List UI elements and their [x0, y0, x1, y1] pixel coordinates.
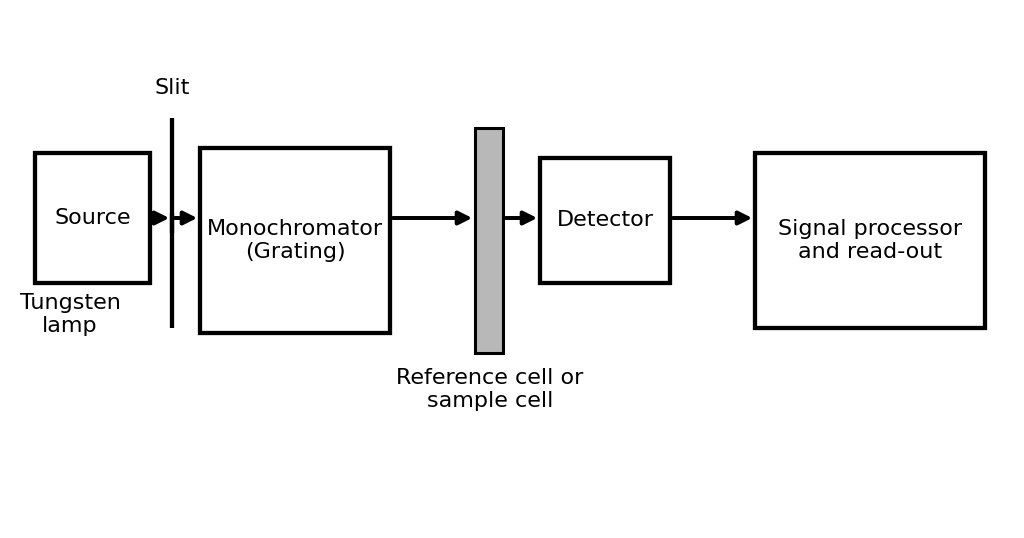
Text: Slit: Slit — [155, 78, 189, 98]
Bar — [35, 153, 150, 283]
Bar — [200, 148, 390, 333]
Text: Tungsten
lamp: Tungsten lamp — [19, 293, 121, 336]
Text: Signal processor
and read-out: Signal processor and read-out — [778, 219, 963, 262]
Bar — [755, 153, 985, 328]
Text: Source: Source — [54, 208, 131, 228]
Text: Detector: Detector — [556, 210, 653, 230]
Text: Monochromator
(Grating): Monochromator (Grating) — [207, 219, 383, 262]
Text: Reference cell or
sample cell: Reference cell or sample cell — [396, 368, 584, 411]
Bar — [475, 128, 503, 353]
Bar — [540, 158, 670, 283]
